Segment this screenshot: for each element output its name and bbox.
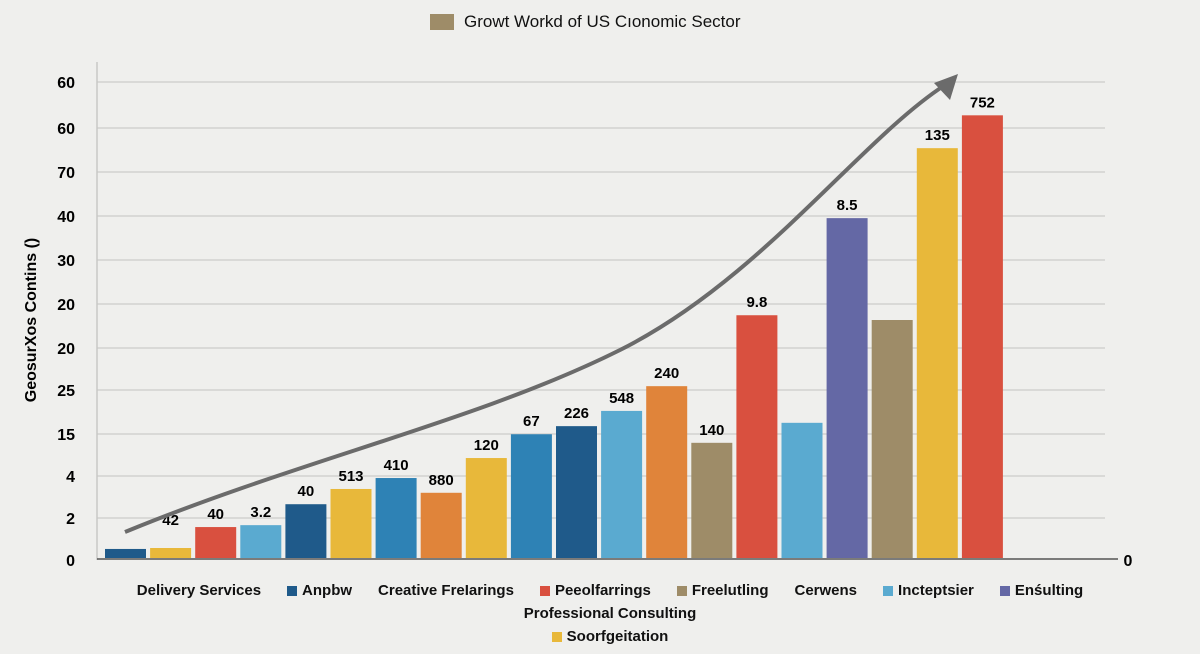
bar — [781, 422, 823, 558]
title-swatch — [430, 14, 454, 30]
bar — [285, 504, 327, 558]
data-label: 135 — [925, 127, 950, 144]
legend-label: Professional Consulting — [523, 605, 697, 622]
legend-item: Peeolfarrings — [539, 582, 651, 599]
bar — [601, 410, 643, 558]
legend-label: Soorfgeitation — [566, 628, 669, 645]
y-tick-label: 70 — [57, 165, 75, 182]
y-tick-label: 30 — [57, 253, 75, 270]
legend-item: Soorfgeitation — [551, 628, 669, 645]
data-label: 410 — [384, 457, 409, 474]
trend-arrow-head — [934, 74, 958, 100]
y-tick-label: 20 — [57, 297, 75, 314]
bar — [691, 442, 733, 558]
legend-swatch — [883, 585, 894, 596]
data-label: 40 — [298, 483, 315, 500]
legend-row: Professional Consulting — [0, 605, 1200, 622]
legend-item: Freelutling — [676, 582, 769, 599]
data-label: 120 — [474, 437, 499, 454]
legend-label: Freelutling — [691, 582, 769, 599]
legend-item: Enśulting — [999, 582, 1084, 599]
bar — [871, 320, 913, 558]
bar — [961, 115, 1003, 558]
data-label: 752 — [970, 94, 995, 111]
bar — [916, 148, 958, 558]
bar — [556, 426, 597, 558]
trend-arrow-line — [124, 83, 947, 534]
legend-label: Incteptsier — [898, 582, 974, 599]
data-label: 140 — [699, 422, 724, 439]
legend-row: Delivery Services Anpbw Creative FreƖaring… — [0, 582, 1200, 599]
right-axis-label: 0 — [1124, 553, 1133, 570]
bar — [195, 527, 237, 558]
legend-swatch — [539, 585, 550, 596]
y-axis-label: GeosurXos Contins () — [23, 238, 40, 402]
data-label: 3.2 — [250, 504, 271, 521]
y-tick-label: 2 — [66, 511, 75, 528]
legend-swatch — [999, 585, 1010, 596]
data-label: 9.8 — [746, 294, 767, 311]
bar — [150, 548, 192, 558]
data-label: 67 — [523, 413, 540, 430]
legend-label: Creative FreƖarings — [378, 582, 514, 599]
legend-label: Enśulting — [1014, 582, 1084, 599]
bar — [240, 525, 282, 558]
bar — [375, 478, 417, 558]
legend-item: Cerwens — [795, 582, 858, 599]
legend-swatch — [551, 631, 562, 642]
legend-item: Creative FreƖarings — [378, 582, 514, 599]
bar — [826, 218, 868, 559]
bar — [736, 315, 778, 558]
legend-item: Anpbw — [287, 582, 352, 599]
legend-swatch — [676, 585, 687, 596]
data-label: 513 — [338, 468, 363, 485]
legend: Delivery Services Anpbw Creative FreƖaring… — [0, 582, 1200, 651]
bar — [330, 488, 372, 558]
y-tick-label: 15 — [57, 427, 75, 444]
legend-label: Cerwens — [794, 582, 858, 599]
y-tick-label: 60 — [57, 121, 75, 138]
bar — [420, 492, 462, 558]
legend-row: Soorfgeitation — [0, 628, 1200, 645]
bar — [105, 548, 146, 558]
chart-title-text: Growt Workd of US Cıonomic Sector — [464, 12, 741, 31]
legend-swatch — [287, 585, 298, 596]
data-label: 40 — [207, 506, 224, 523]
legend-label: Peeolfarrings — [554, 582, 651, 599]
bar — [510, 434, 552, 558]
legend-label: Anpbw — [302, 582, 353, 599]
data-label: 240 — [654, 365, 679, 382]
data-label: 8.5 — [837, 197, 858, 214]
data-label: 880 — [429, 472, 454, 489]
bar — [465, 458, 507, 558]
y-tick-label: 25 — [57, 383, 75, 400]
y-tick-label: 4 — [66, 469, 75, 486]
y-tick-label: 20 — [57, 341, 75, 358]
legend-item: Delivery Services — [137, 582, 261, 599]
y-tick-label: 60 — [57, 75, 75, 92]
chart-title: Growt Workd of US Cıonomic Sector — [430, 12, 741, 32]
y-tick-label: 0 — [66, 553, 75, 570]
data-label: 226 — [564, 405, 589, 422]
legend-item: Incteptsier — [883, 582, 974, 599]
legend-item: Professional Consulting — [524, 605, 697, 622]
legend-label: Delivery Services — [136, 582, 262, 599]
y-tick-label: 40 — [57, 209, 75, 226]
data-label: 548 — [609, 390, 634, 407]
bar — [646, 386, 688, 558]
